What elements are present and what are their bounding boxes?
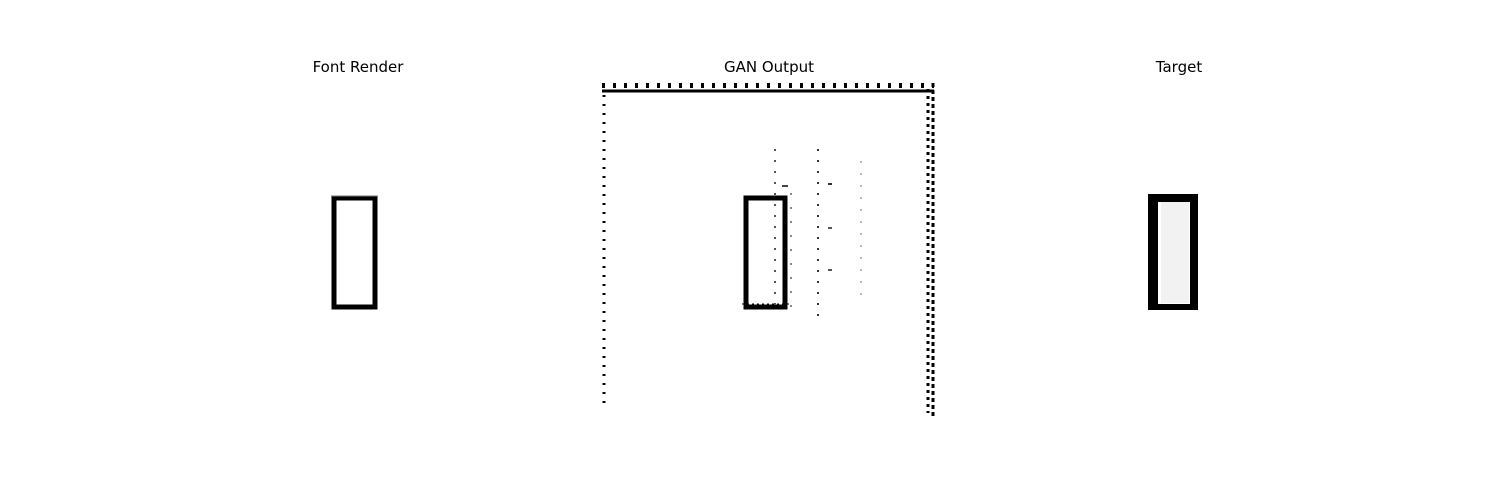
gan-output-title: GAN Output <box>724 58 814 76</box>
glyph-rectangle <box>743 195 788 310</box>
font-render-title: Font Render <box>312 58 404 76</box>
glyph-rectangle <box>331 195 378 310</box>
gan-output-image <box>602 83 936 417</box>
target-image <box>1012 83 1346 417</box>
font-render-image <box>191 83 525 417</box>
target-title: Target <box>1155 58 1203 76</box>
